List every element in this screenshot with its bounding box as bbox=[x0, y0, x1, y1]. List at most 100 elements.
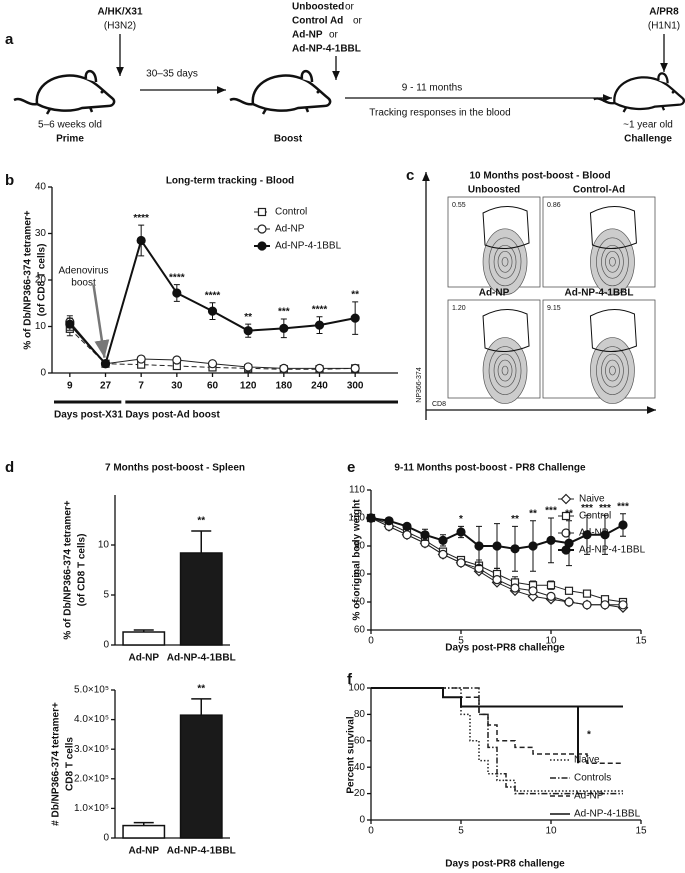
y-tick-label: 20 bbox=[354, 788, 366, 799]
marker bbox=[510, 583, 520, 593]
density-contour bbox=[605, 250, 620, 273]
boost-option: Ad-NP bbox=[292, 30, 323, 41]
x-tick-label: 10 bbox=[545, 636, 557, 647]
challenge-virus: A/PR8 bbox=[649, 7, 679, 18]
marker bbox=[257, 241, 267, 251]
y-tick-label: 100 bbox=[348, 513, 365, 524]
x-tick-label: 15 bbox=[635, 636, 647, 647]
density-contour bbox=[493, 353, 517, 388]
legend-label: Ad-NP bbox=[574, 791, 604, 802]
bar bbox=[179, 714, 223, 839]
x-tick-label: 0 bbox=[368, 636, 374, 647]
marker bbox=[366, 513, 376, 523]
marker bbox=[243, 326, 253, 336]
chart-title: 9-11 Months post-boost - PR8 Challenge bbox=[394, 463, 586, 474]
density-contour bbox=[493, 244, 517, 279]
panel-a: a A/HK/X31 (H3N2) 30–35 days 5–6 weeks o… bbox=[5, 2, 680, 145]
x-tick-label: Ad-NP-4-1BBL bbox=[167, 846, 236, 857]
y-tick-label: 60 bbox=[354, 625, 366, 636]
x-tick-label: 7 bbox=[138, 381, 144, 392]
marker bbox=[492, 574, 502, 585]
marker bbox=[314, 363, 325, 373]
marker bbox=[279, 363, 289, 373]
gate bbox=[589, 309, 637, 352]
survival-curve bbox=[371, 687, 623, 795]
marker bbox=[600, 600, 610, 610]
marker bbox=[618, 520, 628, 530]
x-tick-label: 15 bbox=[635, 826, 647, 837]
panel-label: e bbox=[347, 459, 355, 476]
x-tick-label: 180 bbox=[275, 381, 292, 392]
marker bbox=[172, 355, 182, 365]
y-tick-label: 5.0×10⁵ bbox=[74, 685, 109, 696]
mouse-eye bbox=[671, 90, 675, 94]
bar bbox=[122, 824, 166, 839]
panel-label: c bbox=[406, 167, 414, 184]
density-contour bbox=[497, 359, 513, 382]
chart-title: Long-term tracking - Blood bbox=[166, 176, 294, 187]
error-bar bbox=[191, 530, 212, 553]
significance: ** bbox=[197, 516, 205, 527]
annotation: boost bbox=[71, 277, 96, 288]
significance: ** bbox=[511, 514, 519, 525]
significance: ** bbox=[565, 508, 573, 519]
significance: ** bbox=[244, 312, 252, 323]
density-contour bbox=[497, 250, 513, 273]
marker bbox=[510, 544, 520, 554]
y-tick-label: 4.0×10⁵ bbox=[74, 714, 109, 725]
x-axis-label: CD8 bbox=[432, 401, 446, 408]
marker bbox=[243, 362, 253, 372]
mouse-eye bbox=[100, 90, 104, 94]
y-axis-label: (of CD8 T cells) bbox=[37, 244, 48, 317]
legend-label: Ad-NP-4-1BBL bbox=[275, 241, 342, 252]
mouse-body bbox=[35, 74, 116, 112]
significance: * bbox=[459, 514, 463, 525]
gate-percent: 0.86 bbox=[547, 202, 561, 209]
density-contour bbox=[501, 365, 509, 376]
y-tick-label: 60 bbox=[354, 735, 366, 746]
y-tick-label: 5 bbox=[103, 590, 109, 601]
marker bbox=[582, 530, 592, 540]
tracking: Tracking responses in the blood bbox=[369, 108, 510, 119]
y-axis-label: % of original body weight bbox=[352, 499, 363, 621]
density-contour bbox=[596, 237, 629, 287]
legend-label: Control bbox=[579, 511, 611, 522]
group-label: Days post-Ad boost bbox=[125, 410, 220, 421]
prime-age: 5–6 weeks old bbox=[38, 120, 102, 131]
y-axis-label: % of Db/NP366-374 tetramer+ bbox=[63, 500, 74, 639]
mouse-ear bbox=[84, 69, 98, 83]
marker bbox=[582, 589, 592, 598]
density-contour bbox=[488, 346, 522, 395]
marker bbox=[420, 530, 430, 540]
x-tick-label: 120 bbox=[240, 381, 257, 392]
significance: * bbox=[587, 730, 591, 741]
plot-name: Unboosted bbox=[468, 185, 520, 196]
significance: *** bbox=[581, 503, 593, 514]
y-tick-label: 90 bbox=[354, 541, 366, 552]
mouse-feet bbox=[261, 106, 310, 115]
gate bbox=[482, 309, 530, 352]
x-tick-label: 9 bbox=[67, 381, 73, 392]
y-tick-label: 10 bbox=[98, 540, 110, 551]
y-tick-label: 0 bbox=[359, 815, 365, 826]
x-tick-label: 300 bbox=[347, 381, 364, 392]
mouse-body bbox=[613, 76, 685, 111]
marker bbox=[136, 354, 146, 364]
marker bbox=[618, 600, 628, 610]
marker bbox=[546, 581, 556, 590]
significance: ** bbox=[529, 508, 537, 519]
density-contour bbox=[488, 237, 522, 287]
significance: **** bbox=[133, 213, 149, 224]
chart-title: 7 Months post-boost - Spleen bbox=[105, 463, 245, 474]
group-label: Days post-X31 bbox=[54, 410, 123, 421]
x-tick-label: 30 bbox=[171, 381, 183, 392]
gate-percent: 9.15 bbox=[547, 305, 561, 312]
density-contour bbox=[482, 228, 528, 296]
mouse-eye bbox=[316, 90, 320, 94]
gate-percent: 1.20 bbox=[452, 305, 466, 312]
gate bbox=[482, 206, 530, 249]
legend-label: Ad-NP-4-1BBL bbox=[579, 545, 646, 556]
marker bbox=[350, 363, 360, 373]
panel-title: 10 Months post-boost - Blood bbox=[469, 171, 610, 182]
y-axis-label: (of CD8 T cells) bbox=[77, 534, 88, 607]
